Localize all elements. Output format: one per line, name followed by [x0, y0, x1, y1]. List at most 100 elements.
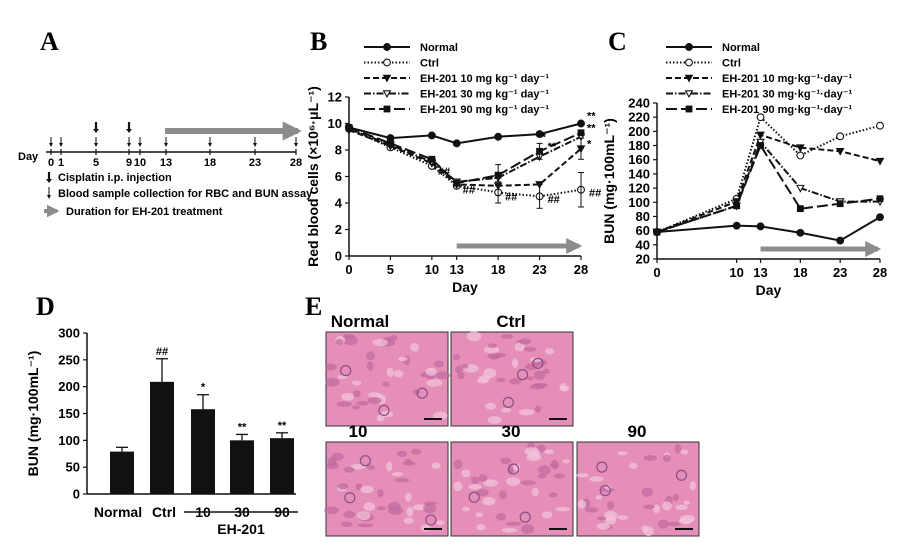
bun-point-0-2 [756, 222, 765, 231]
timeline-ticks: 0 1 5 9 10 13 18 23 28 [48, 149, 302, 169]
rbc-significance-mark-8: ** [587, 122, 596, 134]
bun-point-4-3 [796, 205, 804, 213]
bar-ytick-label-200: 200 [58, 379, 80, 394]
rbc-significance-mark-3: ## [548, 194, 560, 206]
blood-sample-arrowhead-13 [164, 143, 168, 147]
histology-texture-2-20 [436, 520, 445, 526]
histology-texture-1-28 [466, 331, 482, 342]
histology-texture-1-0 [523, 346, 537, 352]
rbc-ytick-label-2: 2 [335, 222, 342, 237]
histology-texture-3-29 [478, 474, 488, 482]
rbc-significance-mark-5: * [542, 132, 547, 144]
rbc-significance-mark-2: ## [505, 191, 517, 203]
bun-point-1-4 [836, 132, 845, 141]
eh201-group-label: EH-201 [217, 521, 265, 537]
histology-image-10 [324, 441, 449, 537]
timeline-day-18: 18 [204, 157, 216, 169]
histology-texture-1-32 [452, 354, 461, 361]
histology-image-30 [450, 441, 574, 537]
bun-point-4-4 [836, 200, 844, 208]
histology-glomerulus-2-0 [344, 492, 356, 504]
timeline-day-10: 10 [134, 157, 146, 169]
bar-ytick-label-50: 50 [66, 460, 80, 475]
histology-image-ctrl [450, 331, 574, 427]
histology-texture-3-8 [476, 524, 486, 531]
histology-texture-3-22 [500, 457, 512, 465]
histology-texture-3-14 [521, 524, 535, 534]
blood-sample-arrowhead-28 [294, 143, 298, 147]
histology-texture-2-7 [403, 517, 414, 524]
histology-texture-0-12 [433, 360, 445, 368]
histology-texture-1-21 [490, 355, 499, 360]
histology-texture-3-32 [501, 527, 518, 533]
bun-point-1-3 [796, 151, 805, 160]
histology-frame-4 [576, 441, 700, 537]
rbc-legend-label-4: EH-201 90 mg kg⁻¹ day⁻¹ [420, 104, 549, 116]
bun-point-4-2 [757, 142, 764, 149]
histology-texture-2-28 [366, 465, 376, 471]
histology-texture-0-31 [393, 370, 404, 378]
bun-series-1 [653, 113, 884, 237]
histology-label-2: 10 [349, 422, 368, 441]
histology-texture-4-22 [617, 451, 628, 456]
blood-sample-arrowhead-5 [94, 143, 98, 147]
histology-texture-1-31 [559, 383, 567, 392]
histology-texture-0-19 [435, 371, 451, 380]
cisplatin-arrowhead-9 [126, 129, 132, 133]
bun-legend-marker-3 [684, 90, 694, 99]
histology-texture-0-22 [352, 405, 361, 410]
bun-legend-label-0: Normal [722, 42, 760, 54]
histology-texture-4-33 [596, 523, 611, 530]
bun-series-4 [653, 142, 884, 236]
bun-series-line-2 [656, 133, 881, 233]
bun-legend-marker-4 [685, 105, 693, 113]
panel-label-c: C [608, 27, 627, 56]
histology-texture-1-2 [455, 365, 463, 374]
panel-a: A Day 0 1 5 9 10 13 18 23 28 Cisplatin i.p. inje… [18, 27, 313, 218]
histology-texture-2-27 [337, 483, 349, 490]
bun-legend-label-2: EH-201 10 mg·kg⁻¹·day⁻¹ [722, 73, 853, 85]
bar-30 [230, 440, 254, 494]
histology-texture-2-37 [423, 503, 437, 514]
histology-texture-4-1 [606, 501, 615, 510]
histology-texture-1-15 [529, 357, 542, 363]
bun-series-line-1 [656, 115, 881, 233]
histology-texture-4-7 [680, 514, 696, 524]
panel-e: E Normal Ctrl 10 30 90 [305, 292, 700, 537]
histology-texture-4-26 [577, 499, 587, 509]
histology-texture-1-12 [543, 368, 550, 375]
bun-ytick-label-80: 80 [636, 209, 650, 224]
histology-texture-0-14 [410, 343, 420, 352]
rbc-xtick-label-5: 5 [387, 262, 394, 277]
histology-glomerulus-1-0 [532, 357, 544, 369]
histology-texture-2-8 [343, 510, 356, 519]
rbc-legend-label-1: Ctrl [420, 58, 439, 70]
bun-xtick-label-0: 0 [653, 265, 660, 280]
rbc-legend-marker-3 [382, 90, 392, 99]
bun-point-2-5 [875, 157, 885, 166]
histology-texture-1-17 [514, 342, 525, 352]
blood-sample-arrowhead-0 [49, 143, 53, 147]
histology-glomerulus-1-2 [502, 396, 514, 409]
histology-texture-0-37 [367, 397, 382, 405]
histology-glomerulus-4-2 [596, 461, 608, 473]
rbc-legend-marker-1 [383, 58, 391, 67]
bun-ytick-label-40: 40 [636, 237, 650, 252]
rbc-ytick-label-6: 6 [335, 169, 342, 184]
histology-texture-2-11 [350, 463, 367, 470]
histology-texture-1-7 [533, 370, 546, 380]
rbc-significance-mark-1: ## [463, 185, 475, 197]
rbc-legend-marker-4 [383, 105, 391, 113]
panel-c: C 0 10 13 18 23 28204060801001201401601802002… [601, 27, 887, 298]
rbc-significance-mark-6: ** [548, 141, 557, 153]
histology-texture-3-2 [541, 511, 553, 519]
bun-series-2 [652, 131, 885, 237]
rbc-point-0-3 [452, 139, 461, 148]
rbc-point-0-4 [494, 132, 503, 141]
histology-texture-4-36 [642, 504, 655, 510]
rbc-point-4-2 [428, 155, 436, 163]
histology-texture-1-18 [509, 378, 522, 385]
histology-texture-0-18 [324, 363, 337, 371]
histology-texture-1-4 [544, 348, 555, 355]
